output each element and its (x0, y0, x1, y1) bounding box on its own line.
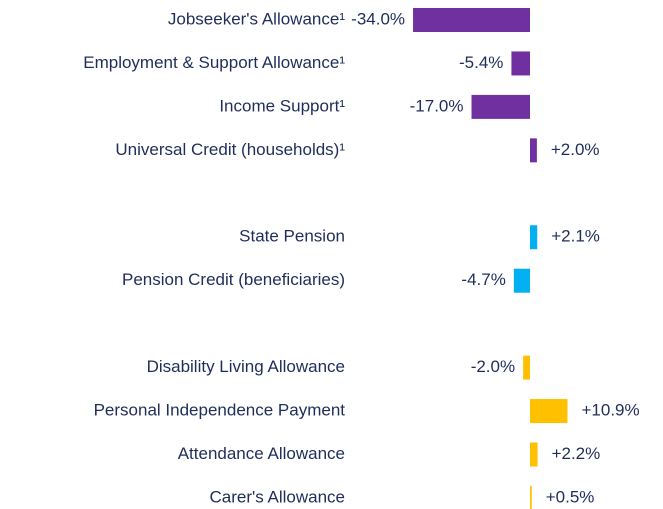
bar (530, 442, 538, 467)
category-label: Jobseeker's Allowance¹ (168, 9, 345, 28)
bar (523, 355, 530, 380)
bar (511, 51, 530, 76)
category-label: Attendance Allowance (178, 444, 345, 463)
bar (530, 138, 537, 163)
category-label: Income Support¹ (219, 96, 345, 115)
category-label: Employment & Support Allowance¹ (83, 53, 345, 72)
bar (513, 268, 530, 293)
bar (530, 399, 568, 424)
value-label: +2.2% (552, 444, 601, 463)
bar (530, 225, 538, 250)
value-label: -2.0% (471, 357, 515, 376)
category-label: Carer's Allowance (209, 487, 345, 506)
bar (530, 485, 532, 509)
bar (471, 94, 530, 119)
value-label: +2.1% (551, 227, 600, 246)
value-label: -5.4% (459, 53, 503, 72)
value-label: +0.5% (546, 487, 595, 506)
value-label: +10.9% (581, 401, 639, 420)
value-label: -34.0% (351, 9, 405, 28)
value-label: +2.0% (551, 140, 600, 159)
bar (413, 8, 530, 32)
category-label: Personal Independence Payment (94, 401, 346, 420)
category-label: Universal Credit (households)¹ (115, 140, 345, 159)
category-label: Pension Credit (beneficiaries) (122, 270, 345, 289)
category-label: Disability Living Allowance (147, 357, 345, 376)
value-label: -17.0% (410, 96, 464, 115)
category-label: State Pension (239, 227, 345, 246)
value-label: -4.7% (461, 270, 505, 289)
